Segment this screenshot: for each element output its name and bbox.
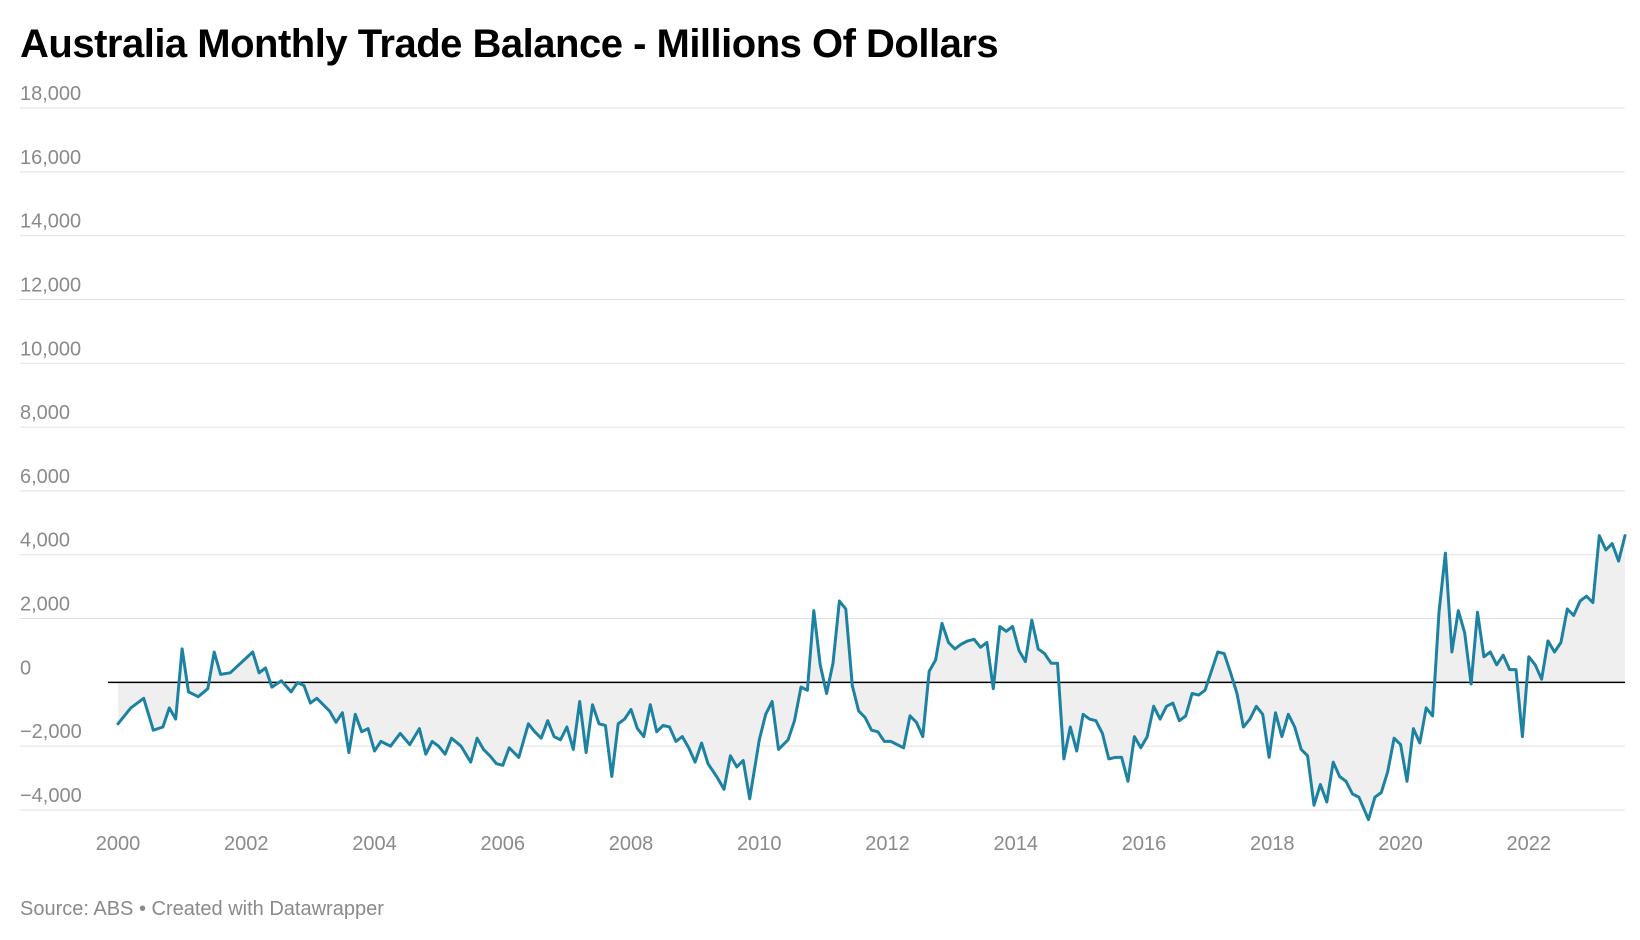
area-fill-layer (118, 535, 1625, 820)
y-tick-label: 10,000 (20, 338, 81, 360)
y-tick-label: 18,000 (20, 83, 81, 105)
x-tick-label: 2006 (481, 833, 526, 855)
x-tick-label: 2022 (1507, 833, 1552, 855)
y-tick-label: 4,000 (20, 530, 70, 552)
y-tick-label: 0 (20, 657, 31, 679)
x-tick-label: 2012 (865, 833, 910, 855)
y-tick-label: 8,000 (20, 402, 70, 424)
area-fill (118, 535, 1625, 820)
source-footer: Source: ABS • Created with Datawrapper (20, 898, 384, 920)
x-tick-label: 2014 (994, 833, 1039, 855)
y-tick-label: −4,000 (20, 785, 82, 807)
series-line (116, 534, 1627, 822)
x-tick-label: 2002 (224, 833, 269, 855)
x-tick-label: 2004 (352, 833, 397, 855)
x-tick-label: 2016 (1122, 833, 1167, 855)
x-tick-label: 2018 (1250, 833, 1295, 855)
y-tick-label: 16,000 (20, 147, 81, 169)
y-tick-label: −2,000 (20, 721, 82, 743)
x-tick-label: 2000 (96, 833, 141, 855)
x-tick-label: 2020 (1378, 833, 1423, 855)
x-tick-label: 2008 (609, 833, 654, 855)
x-axis-labels: 2000 2002 2004 2006 2008 2010 2012 2014 2016 2018… (96, 833, 1551, 855)
y-tick-label: 6,000 (20, 466, 70, 488)
x-tick-label: 2010 (737, 833, 782, 855)
y-axis-labels: −4,000 −2,000 0 2,000 4,000 6,000 8,000 10,000 1… (20, 83, 82, 807)
y-tick-label: 2,000 (20, 594, 70, 616)
series-line-layer (116, 534, 1627, 822)
y-tick-label: 12,000 (20, 274, 81, 296)
y-tick-label: 14,000 (20, 211, 81, 233)
chart-title: Australia Monthly Trade Balance - Millio… (20, 22, 999, 66)
gridlines (20, 107, 1625, 811)
